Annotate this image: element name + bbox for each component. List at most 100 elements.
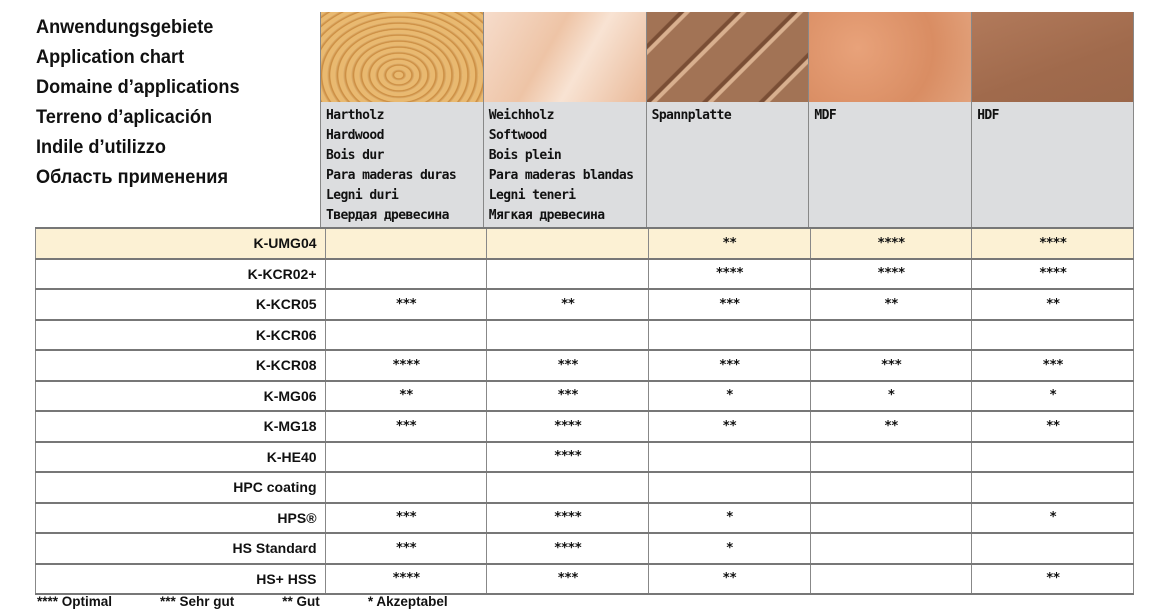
product-name: HS Standard [35, 532, 326, 564]
material-texture-image [972, 12, 1133, 102]
table-row: K-KCR05 *** ** *** ** ** [35, 288, 1134, 320]
rating-cell: ** [647, 410, 811, 442]
rating-cell: **** [486, 410, 649, 442]
material-name: Мягкая древесина [488, 208, 605, 223]
material-name: Hardwood [326, 128, 384, 143]
title-line: Anwendungsgebiete [36, 16, 214, 38]
rating-cell: *** [324, 532, 488, 564]
rating-cell: **** [324, 349, 488, 381]
title-line: Terreno d’aplicación [36, 106, 213, 128]
rating-cell [647, 440, 811, 473]
rating-cell: *** [324, 410, 488, 442]
product-name: HPC coating [35, 471, 326, 503]
table-row: K-MG18 *** **** ** ** ** [35, 410, 1134, 442]
rating-cell: **** [971, 257, 1134, 290]
rating-cell: * [647, 532, 811, 564]
material-label: Hartholz Hardwood Bois dur Para maderas dur… [321, 102, 483, 227]
rating-cell: * [971, 379, 1134, 412]
rating-cell: ** [971, 288, 1134, 320]
rating-cell [971, 471, 1134, 503]
rating-cell: *** [647, 349, 811, 381]
material-name: MDF [814, 108, 837, 123]
rating-cell: *** [971, 349, 1134, 381]
rating-cell [324, 440, 488, 473]
legend: **** Optimal *** Sehr gut ** Gut * Akzeptab… [37, 594, 496, 609]
material-label: Spannplatte [646, 102, 809, 227]
material-texture-image [483, 12, 646, 102]
table-row: HPS® *** **** * * [35, 501, 1134, 534]
rating-cell [971, 440, 1134, 473]
legend-item: *** Sehr gut [160, 594, 235, 609]
rating-cell: ** [809, 410, 973, 442]
rating-cell: *** [324, 501, 488, 534]
product-name: K-KCR08 [35, 349, 326, 381]
material-header: Hartholz Hardwood Bois dur Para maderas dur… [320, 12, 1134, 227]
material-column-header: Spannplatte [645, 12, 809, 227]
rating-cell: *** [486, 379, 649, 412]
rating-cell: * [647, 501, 811, 534]
product-name: HPS® [35, 501, 326, 534]
material-column-header: MDF [808, 12, 972, 227]
rating-cell: *** [486, 349, 649, 381]
rating-cell: ** [971, 562, 1134, 595]
rating-cell [809, 501, 973, 534]
material-name: Hartholz [326, 108, 384, 123]
rating-cell: ** [971, 410, 1134, 442]
material-name: Legni teneri [488, 188, 576, 203]
rating-cell: **** [486, 440, 649, 473]
rating-cell: ** [809, 288, 973, 320]
rating-cell [324, 318, 488, 351]
rating-cell: *** [647, 288, 811, 320]
rating-cell [324, 257, 488, 290]
table-row: K-MG06 ** *** * * * [35, 379, 1134, 412]
rating-cell: ** [647, 562, 811, 595]
rating-cell [809, 318, 973, 351]
material-label: HDF [972, 102, 1133, 227]
rating-cell: **** [971, 227, 1134, 259]
material-name: Spannplatte [651, 108, 732, 123]
rating-cell: **** [809, 257, 973, 290]
table-row: HPC coating [35, 471, 1134, 503]
rating-cell: * [647, 379, 811, 412]
title-line: Indile d’utilizzo [36, 136, 166, 158]
material-column-header: HDF [971, 12, 1134, 227]
table-row: K-HE40 **** [35, 440, 1134, 473]
table-row: HS+ HSS **** *** ** ** [35, 562, 1134, 595]
material-name: Para maderas blandas [488, 168, 634, 183]
rating-cell [324, 227, 488, 259]
material-column-header: Hartholz Hardwood Bois dur Para maderas dur… [320, 12, 483, 227]
rating-cell: ** [647, 227, 811, 259]
rating-cell: **** [486, 501, 649, 534]
material-texture-image [646, 12, 809, 102]
material-label: MDF [809, 102, 972, 227]
material-texture-image [809, 12, 972, 102]
rating-cell [486, 318, 649, 351]
material-name: Legni duri [326, 188, 399, 203]
rating-cell [809, 562, 973, 595]
title-line: Область применения [36, 166, 229, 188]
material-name: Softwood [488, 128, 547, 143]
table-row: K-UMG04 ** **** **** [35, 227, 1134, 259]
legend-item: * Akzeptabel [367, 594, 448, 609]
rating-cell [971, 532, 1134, 564]
table-row: K-KCR02+ **** **** **** [35, 257, 1134, 290]
product-name: K-KCR05 [35, 288, 326, 320]
rating-cell: **** [324, 562, 488, 595]
rating-cell [486, 471, 649, 503]
rating-cell [647, 318, 811, 351]
application-table: K-UMG04 ** **** **** K-KCR02+ **** **** **** K-K… [35, 227, 1134, 595]
rating-cell: *** [809, 349, 973, 381]
material-name: Weichholz [488, 108, 555, 123]
rating-cell: **** [809, 227, 973, 259]
material-texture-image [321, 12, 483, 102]
rating-cell [809, 471, 973, 503]
rating-cell [809, 532, 973, 564]
rating-cell: **** [647, 257, 811, 290]
rating-cell: ** [486, 288, 649, 320]
title-line: Domaine d’applications [36, 76, 240, 98]
rating-cell [809, 440, 973, 473]
material-name: Bois dur [326, 148, 384, 163]
rating-cell [486, 227, 649, 259]
table-row: HS Standard *** **** * [35, 532, 1134, 564]
material-name: HDF [977, 108, 999, 123]
